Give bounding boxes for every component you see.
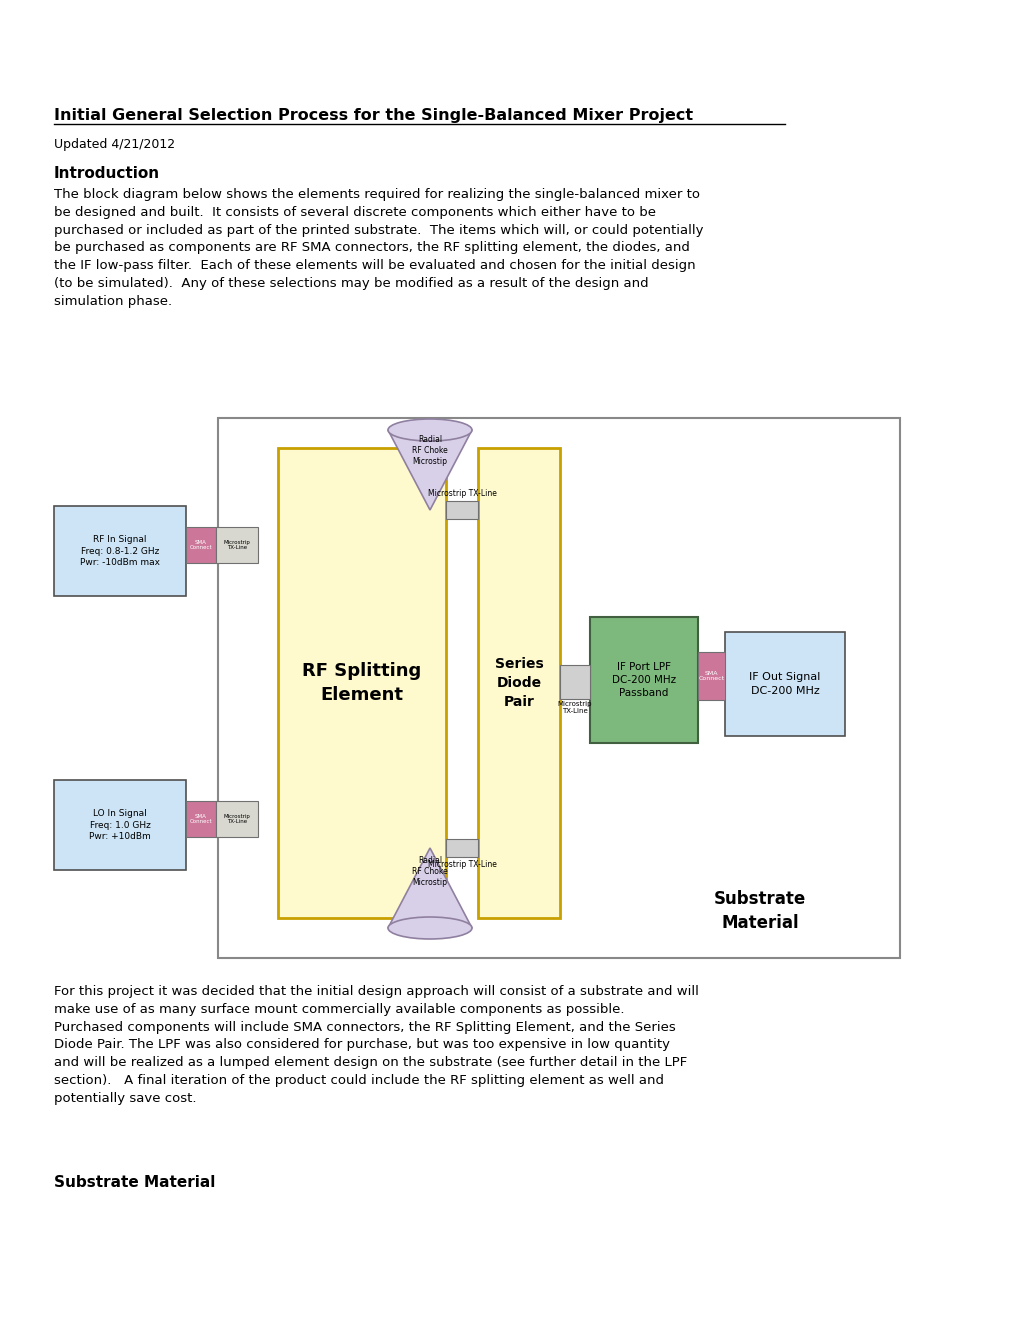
Bar xyxy=(445,840,478,857)
Text: RF Splitting
Element: RF Splitting Element xyxy=(302,661,421,705)
Text: The block diagram below shows the elements required for realizing the single-bal: The block diagram below shows the elemen… xyxy=(54,187,703,308)
Bar xyxy=(725,632,844,737)
Text: Microstrip TX-Line: Microstrip TX-Line xyxy=(427,861,496,869)
Text: IF Out Signal
DC-200 MHz: IF Out Signal DC-200 MHz xyxy=(749,672,820,696)
Text: Series
Diode
Pair: Series Diode Pair xyxy=(494,656,543,710)
Bar xyxy=(218,418,899,958)
Text: SMA
Connect: SMA Connect xyxy=(190,540,212,550)
Text: For this project it was decided that the initial design approach will consist of: For this project it was decided that the… xyxy=(54,985,698,1105)
Bar xyxy=(589,616,697,743)
Polygon shape xyxy=(387,847,472,928)
Text: Radial
RF Choke
Microstip: Radial RF Choke Microstip xyxy=(412,855,447,887)
Text: Initial General Selection Process for the Single-Balanced Mixer Project: Initial General Selection Process for th… xyxy=(54,108,693,123)
Text: Microstrip
TX-Line: Microstrip TX-Line xyxy=(557,701,592,714)
Bar xyxy=(216,801,258,837)
Text: SMA
Connect: SMA Connect xyxy=(190,813,212,825)
Ellipse shape xyxy=(387,418,472,441)
Text: Microstrip TX-Line: Microstrip TX-Line xyxy=(427,488,496,498)
Text: SMA
Connect: SMA Connect xyxy=(698,671,723,681)
Bar xyxy=(445,502,478,519)
Bar xyxy=(216,527,258,564)
Bar xyxy=(559,665,589,700)
Text: Substrate Material: Substrate Material xyxy=(54,1175,215,1191)
Bar xyxy=(478,447,559,917)
Text: Substrate
Material: Substrate Material xyxy=(713,890,805,932)
Polygon shape xyxy=(387,430,472,510)
Text: IF Port LPF
DC-200 MHz
Passband: IF Port LPF DC-200 MHz Passband xyxy=(611,661,676,698)
Ellipse shape xyxy=(387,917,472,939)
Bar xyxy=(697,652,725,700)
Bar xyxy=(185,801,216,837)
Text: Microstrip
TX-Line: Microstrip TX-Line xyxy=(223,813,251,825)
Text: Introduction: Introduction xyxy=(54,166,160,181)
Text: Microstrip
TX-Line: Microstrip TX-Line xyxy=(223,540,251,550)
Bar xyxy=(54,506,185,597)
Bar xyxy=(54,780,185,870)
Text: RF In Signal
Freq: 0.8-1.2 GHz
Pwr: -10dBm max: RF In Signal Freq: 0.8-1.2 GHz Pwr: -10d… xyxy=(79,535,160,568)
Text: Updated 4/21/2012: Updated 4/21/2012 xyxy=(54,139,175,150)
Bar xyxy=(278,447,445,917)
Bar xyxy=(185,527,216,564)
Text: LO In Signal
Freq: 1.0 GHz
Pwr: +10dBm: LO In Signal Freq: 1.0 GHz Pwr: +10dBm xyxy=(89,809,151,841)
Text: Radial
RF Choke
Microstip: Radial RF Choke Microstip xyxy=(412,436,447,466)
